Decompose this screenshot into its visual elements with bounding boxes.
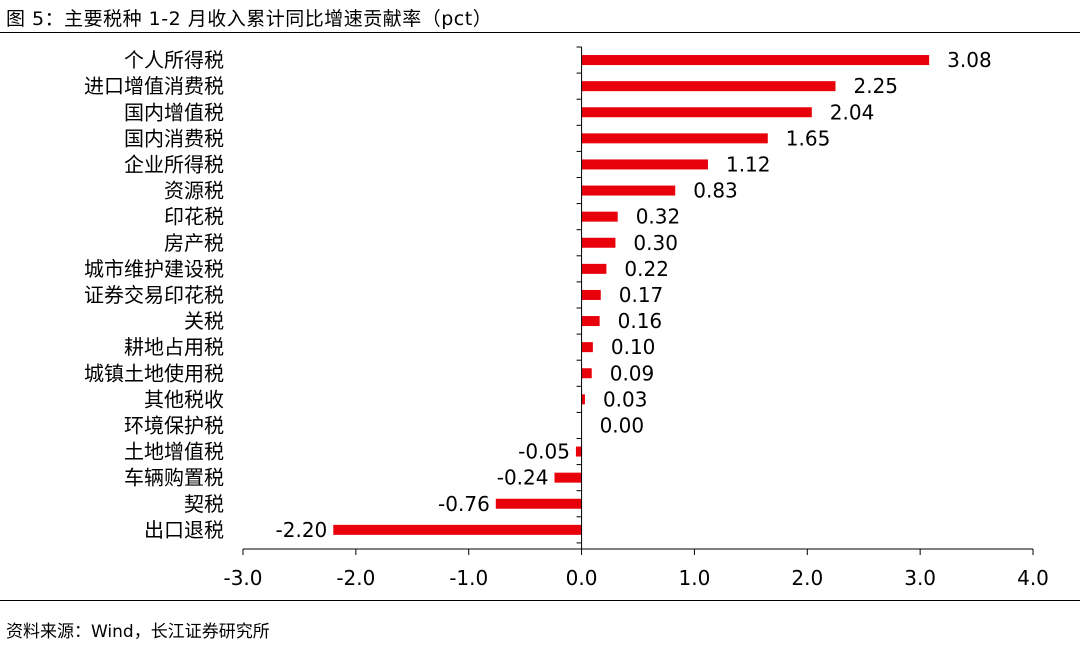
value-label-14: 0.00: [600, 413, 645, 437]
value-label-16: -0.24: [497, 466, 549, 490]
category-label-15: 土地增值税: [124, 440, 224, 464]
x-tick-label-0: -3.0: [223, 566, 262, 590]
category-label-7: 房产税: [164, 231, 224, 255]
bars-group: [333, 55, 930, 535]
category-label-14: 环境保护税: [124, 413, 224, 437]
value-label-3: 1.65: [786, 126, 831, 150]
category-label-13: 其他税收: [144, 387, 224, 411]
category-label-1: 进口增值消费税: [84, 74, 224, 98]
bar-13: [581, 394, 585, 405]
category-label-4: 企业所得税: [124, 152, 224, 176]
x-tick-label-1: -2.0: [336, 566, 375, 590]
bar-6: [581, 211, 618, 222]
category-label-8: 城市维护建设税: [84, 257, 224, 281]
bar-8: [581, 263, 607, 274]
bar-17: [495, 498, 582, 509]
bar-16: [554, 472, 582, 483]
bar-12: [581, 368, 592, 379]
value-label-0: 3.08: [947, 48, 992, 72]
value-label-9: 0.17: [619, 283, 664, 307]
category-label-2: 国内增值税: [124, 100, 224, 124]
bar-15: [575, 446, 582, 457]
x-tick-label-2: -1.0: [449, 566, 488, 590]
x-tick-label-7: 4.0: [1017, 566, 1049, 590]
figure-title: 图 5：主要税种 1-2 月收入累计同比增速贡献率（pct）: [6, 8, 493, 30]
value-label-10: 0.16: [618, 309, 663, 333]
value-label-2: 2.04: [830, 100, 875, 124]
category-label-11: 耕地占用税: [124, 335, 224, 359]
bar-9: [581, 289, 601, 300]
category-label-12: 城镇土地使用税: [84, 361, 224, 385]
bar-2: [581, 107, 812, 118]
x-tick-label-5: 2.0: [791, 566, 823, 590]
value-label-7: 0.30: [633, 231, 678, 255]
value-label-12: 0.09: [610, 361, 655, 385]
value-labels-group: 3.08 2.252.041.65 1.12 0.83 0.320.300.220.17…: [276, 48, 992, 542]
bar-7: [581, 237, 616, 248]
top-rule: [0, 32, 1080, 33]
value-label-13: 0.03: [603, 387, 648, 411]
bar-1: [581, 81, 836, 92]
value-label-18: -2.20: [276, 518, 328, 542]
bottom-rule: [0, 600, 1080, 601]
bar-18: [333, 524, 582, 535]
category-label-6: 印花税: [164, 205, 224, 229]
x-tick-label-3: 0.0: [566, 566, 598, 590]
axes-group: [242, 46, 1034, 555]
value-label-5: 0.83: [693, 179, 738, 203]
category-label-9: 证券交易印花税: [84, 283, 224, 307]
category-label-18: 出口退税: [144, 518, 224, 542]
category-label-0: 个人所得税: [124, 48, 224, 72]
category-labels-group: 个人所得税进口增值消费税国内增值税国内消费税企业所得税资源税印花税房产税城市维护…: [84, 48, 224, 542]
bar-0: [581, 55, 930, 66]
bar-11: [581, 342, 593, 353]
bar-3: [581, 133, 768, 144]
value-label-17: -0.76: [438, 492, 490, 516]
bar-chart: 个人所得税进口增值消费税国内增值税国内消费税企业所得税资源税印花税房产税城市维护…: [84, 46, 1049, 590]
category-label-10: 关税: [184, 309, 224, 333]
source-note: 资料来源：Wind，长江证券研究所: [6, 622, 270, 642]
category-label-3: 国内消费税: [124, 126, 224, 150]
category-label-5: 资源税: [164, 179, 224, 203]
value-label-8: 0.22: [624, 257, 669, 281]
value-label-1: 2.25: [854, 74, 899, 98]
x-tick-label-6: 3.0: [904, 566, 936, 590]
bar-10: [581, 316, 600, 327]
x-tick-labels-group: -3.0 -2.0 -1.0 0.0 1.0 2.0 3.0 4.0: [223, 566, 1048, 590]
bar-5: [581, 185, 676, 196]
value-label-4: 1.12: [726, 152, 771, 176]
category-label-17: 契税: [184, 492, 224, 516]
value-label-6: 0.32: [636, 205, 681, 229]
value-label-11: 0.10: [611, 335, 656, 359]
category-label-16: 车辆购置税: [124, 466, 224, 490]
bar-4: [581, 159, 708, 170]
x-tick-label-4: 1.0: [679, 566, 711, 590]
value-label-15: -0.05: [518, 440, 570, 464]
